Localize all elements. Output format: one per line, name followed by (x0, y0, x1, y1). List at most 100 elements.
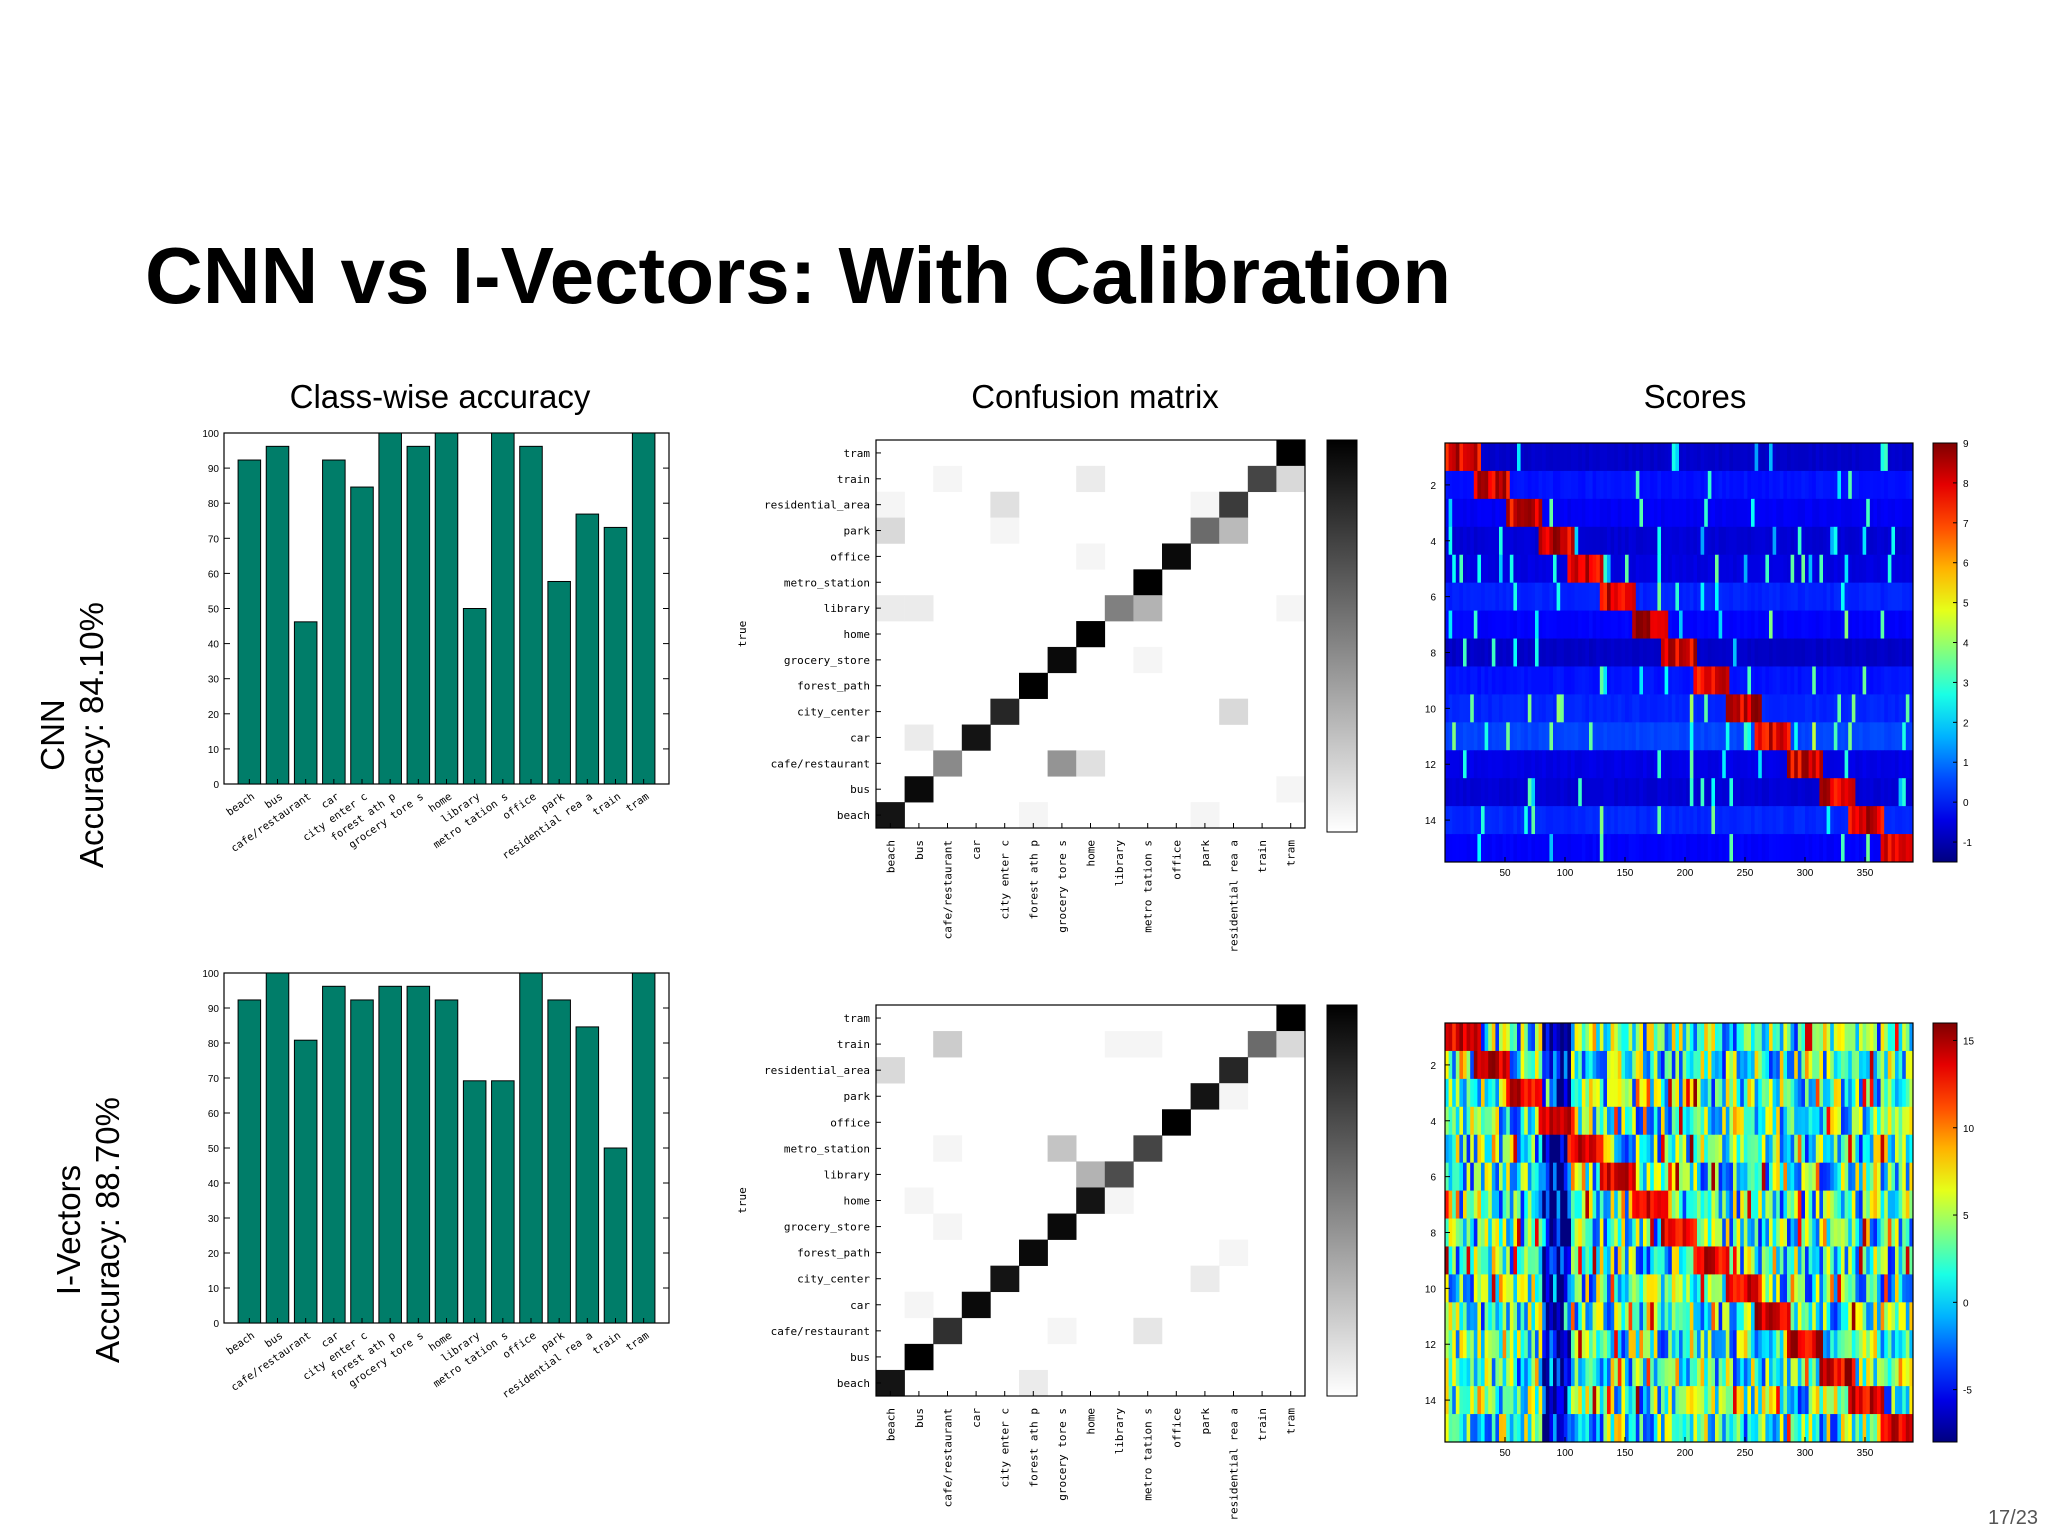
ivec-scores-cell (1729, 1386, 1734, 1415)
cnn-scores-cell (1844, 470, 1849, 500)
cnn-scores-cell (1653, 638, 1658, 667)
cnn-scores-cell (1628, 554, 1633, 584)
ivec-scores-cell (1553, 1330, 1557, 1359)
ivec-scores-cell (1664, 1414, 1669, 1443)
cnn-scores-cell (1776, 638, 1781, 667)
cnn-scores-cell (1830, 778, 1835, 807)
ivec-scores-cell (1603, 1330, 1608, 1359)
ivec-scores-cell (1571, 1386, 1575, 1415)
cnn-scores-cell (1887, 694, 1892, 723)
ivec-scores-cell (1693, 1330, 1698, 1359)
cnn-scores-cell (1668, 834, 1673, 863)
cnn-scores-cell (1488, 582, 1493, 611)
ivec-scores-cell (1545, 1386, 1550, 1415)
cnn-scores-cell (1725, 806, 1730, 835)
ivec-scores-cell (1754, 1190, 1759, 1219)
cnn-scores-cell (1743, 498, 1748, 528)
cnn-scores-cell (1578, 778, 1583, 807)
ivec-scores-cell (1585, 1246, 1590, 1275)
ivec-scores-cell (1779, 1218, 1784, 1247)
cnn-scores-cell (1650, 694, 1655, 723)
cnn-scores-cell (1596, 834, 1601, 863)
ivec-scores-cell (1459, 1134, 1464, 1164)
ivec-scores-cell (1470, 1330, 1475, 1359)
cnn-scores-cell (1736, 610, 1741, 639)
ivec-scores-cell (1635, 1274, 1640, 1303)
cnn-confusion-cell (1047, 646, 1077, 674)
ivec-scores-cell (1524, 1218, 1529, 1247)
cnn-scores-cell (1729, 666, 1734, 695)
ivec-scores-cell (1704, 1023, 1709, 1052)
ivec-scores-cell (1657, 1218, 1662, 1247)
cnn-scores-cell (1610, 722, 1615, 751)
ivec-scores-cell (1455, 1162, 1460, 1191)
ivec-scores-cell (1589, 1050, 1593, 1080)
ivec-accuracy-bar (265, 972, 290, 1324)
ivec-accuracy-ytick-label: 70 (208, 1074, 220, 1085)
cnn-scores-cell (1841, 666, 1845, 695)
cnn-scores-cell (1855, 526, 1860, 556)
ivec-scores-cell (1592, 1190, 1597, 1219)
cnn-scores-cell (1452, 498, 1457, 528)
cnn-scores-cell (1776, 443, 1781, 472)
ivec-scores-cell (1812, 1218, 1817, 1247)
cnn-scores-cell (1484, 470, 1489, 500)
ivec-scores-cell (1877, 1302, 1881, 1331)
cnn-scores-cell (1877, 554, 1881, 584)
cnn-scores-cell (1567, 526, 1572, 556)
ivec-scores-cell (1578, 1078, 1583, 1108)
cnn-scores-cell (1891, 778, 1896, 807)
ivec-scores-cell (1491, 1218, 1496, 1247)
ivec-scores-cell (1880, 1078, 1885, 1108)
cnn-scores-cell (1527, 722, 1532, 751)
cnn-scores-cell (1848, 694, 1853, 723)
ivec-scores-cell (1686, 1190, 1691, 1219)
cnn-scores-cell (1578, 722, 1583, 751)
ivec-scores-cell (1905, 1190, 1910, 1219)
ivec-scores-cell (1898, 1190, 1903, 1219)
cnn-scores-cell (1837, 526, 1842, 556)
cnn-scores-cell (1571, 470, 1575, 500)
ivec-accuracy-ytick-label: 90 (208, 1004, 220, 1015)
cnn-scores-cell (1725, 554, 1730, 584)
ivec-scores-cell (1707, 1078, 1712, 1108)
cnn-scores-cell (1466, 554, 1471, 584)
cnn-scores-cell (1844, 526, 1849, 556)
ivec-scores-cell (1545, 1078, 1550, 1108)
ivec-scores-cell (1848, 1274, 1853, 1303)
cnn-scores-cell (1617, 470, 1622, 500)
cnn-confusion-cell (1076, 543, 1106, 570)
ivec-scores-cell (1657, 1330, 1662, 1359)
ivec-scores-cell (1477, 1078, 1482, 1108)
ivec-scores-cell (1747, 1162, 1752, 1191)
ivec-scores-cell (1614, 1106, 1619, 1136)
ivec-scores-cell (1758, 1330, 1763, 1359)
ivec-scores-cell (1747, 1218, 1752, 1247)
ivec-scores-cell (1463, 1330, 1467, 1359)
ivec-scores-cell (1581, 1302, 1586, 1331)
cnn-scores-cell (1722, 554, 1727, 584)
ivec-scores-cell (1801, 1218, 1806, 1247)
cnn-scores-cell (1812, 582, 1817, 611)
cnn-scores-cell (1574, 666, 1579, 695)
cnn-scores-cell (1715, 470, 1719, 500)
cnn-scores-cell (1877, 666, 1881, 695)
cnn-scores-ytick-label: 6 (1430, 593, 1436, 604)
ivec-scores-cell (1679, 1162, 1683, 1191)
ivec-scores-cell (1553, 1218, 1557, 1247)
ivec-accuracy-bar (237, 999, 262, 1324)
cnn-scores-cell (1704, 610, 1709, 639)
cnn-scores-cell (1491, 666, 1496, 695)
ivec-scores-cell (1902, 1023, 1907, 1052)
ivec-scores-cell (1592, 1106, 1597, 1136)
ivec-scores-cell (1499, 1386, 1503, 1415)
ivec-scores-cell (1509, 1386, 1514, 1415)
ivec-scores-cell (1675, 1190, 1680, 1219)
cnn-scores-cell (1589, 806, 1593, 835)
ivec-scores-cell (1859, 1106, 1863, 1136)
ivec-scores-cell (1614, 1386, 1619, 1415)
cnn-scores-cell (1761, 526, 1766, 556)
cnn-scores-cell (1758, 666, 1763, 695)
ivec-scores-cell (1481, 1386, 1485, 1415)
ivec-scores-cell (1851, 1302, 1856, 1331)
